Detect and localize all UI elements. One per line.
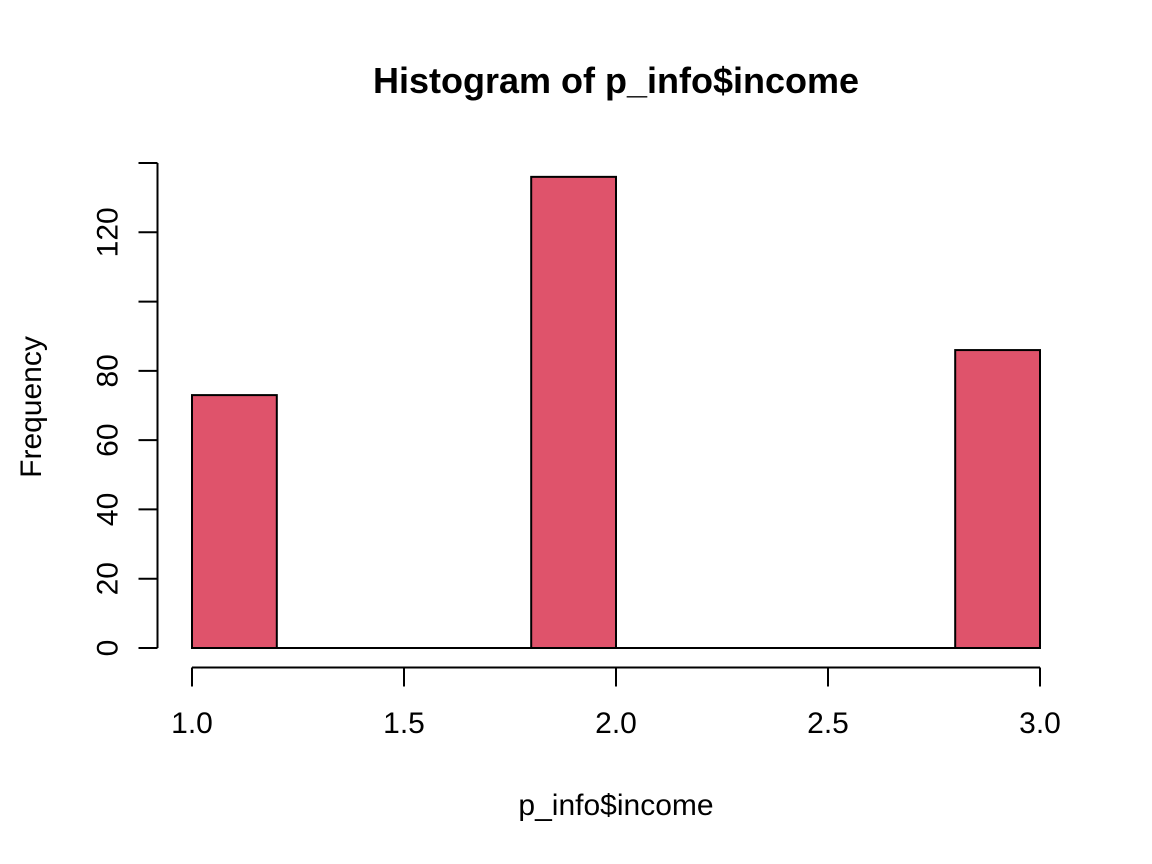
histogram-bar	[191, 394, 278, 649]
x-tick-label: 2.5	[807, 707, 849, 740]
y-tick-label: 120	[92, 207, 125, 257]
x-tick-label: 1.0	[171, 707, 213, 740]
x-tick-label: 2.0	[595, 707, 637, 740]
x-tick-label: 1.5	[383, 707, 425, 740]
y-tick-label: 20	[92, 562, 125, 595]
y-tick-label: 40	[92, 493, 125, 526]
x-tick-label: 3.0	[1019, 707, 1061, 740]
histogram-bar	[954, 349, 1042, 649]
y-tick-label: 80	[92, 354, 125, 387]
x-axis-label: p_info$income	[518, 789, 714, 822]
y-tick-label: 60	[92, 423, 125, 456]
histogram-bar	[530, 175, 618, 649]
chart-title: Histogram of p_info$income	[372, 60, 860, 101]
y-tick-label: 0	[92, 640, 125, 657]
